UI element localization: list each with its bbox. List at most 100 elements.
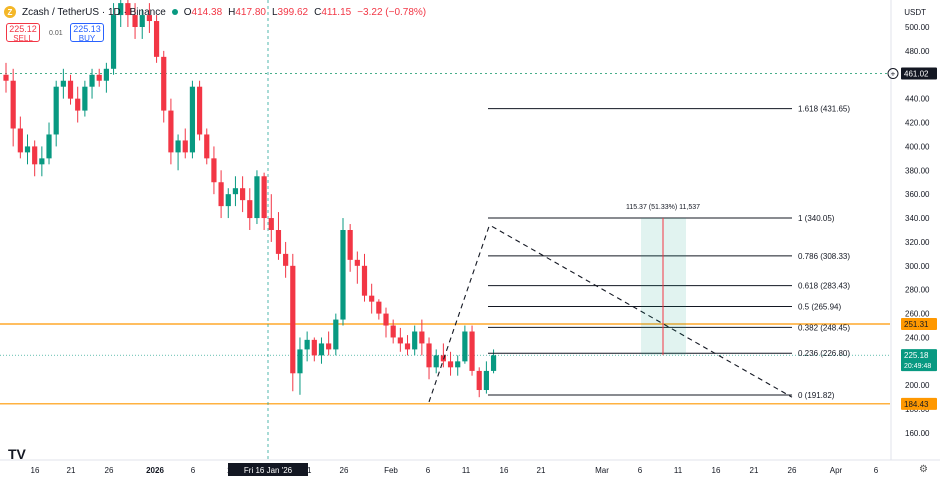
candle-body xyxy=(419,331,425,344)
candle-body xyxy=(204,134,210,159)
candle-body xyxy=(139,15,145,27)
sell-button[interactable]: 225.12 SELL xyxy=(6,23,40,43)
fib-level-label: 0.236 (226.80) xyxy=(798,349,850,358)
x-tick-label: 2026 xyxy=(146,466,164,475)
candle-body xyxy=(175,140,181,153)
price-tag-label: 225.18 xyxy=(904,351,929,360)
ohlc-close: C411.15 xyxy=(314,6,352,18)
candle-body xyxy=(196,86,203,135)
buy-button[interactable]: 225.13 BUY xyxy=(70,23,104,43)
zcash-logo-icon: Z xyxy=(4,6,16,18)
candle-body xyxy=(326,343,332,350)
price-tag-countdown: 20:49:48 xyxy=(904,363,931,370)
x-tick-label: Apr xyxy=(830,466,843,475)
candle-body xyxy=(490,355,497,371)
y-tick-label: 440.00 xyxy=(905,95,930,104)
candle-body xyxy=(39,158,45,165)
x-tick-label: 16 xyxy=(31,466,40,475)
candle-body xyxy=(24,146,31,153)
trend-lines[interactable] xyxy=(428,225,793,403)
candle-body xyxy=(89,74,95,87)
currency-label[interactable]: USDT xyxy=(904,8,926,17)
candle-body xyxy=(433,355,439,368)
candle-body xyxy=(32,146,38,165)
y-tick-label: 480.00 xyxy=(905,47,930,56)
x-tick-label: 16 xyxy=(712,466,721,475)
market-status-icon xyxy=(171,9,178,15)
candle-body xyxy=(318,343,325,356)
fib-level-label: 1.618 (431.65) xyxy=(798,105,850,114)
x-tick-label: 21 xyxy=(537,466,546,475)
x-tick-label: 21 xyxy=(303,466,312,475)
x-tick-label: 26 xyxy=(105,466,114,475)
fibonacci-extension[interactable]: 1.618 (431.65) 1 (340.05) 0.786 (308.33) 0.… xyxy=(488,105,850,400)
support-resistance-lines[interactable] xyxy=(0,73,890,405)
candle-body xyxy=(118,3,124,16)
candle-body xyxy=(110,15,117,69)
price-tag-box xyxy=(901,317,937,330)
candle-body xyxy=(354,259,360,266)
fib-level-label: 0 (191.82) xyxy=(798,391,835,400)
y-tick-label: 400.00 xyxy=(905,142,930,151)
settings-gear-icon[interactable]: ⚙ xyxy=(919,464,928,475)
y-tick-label: 200.00 xyxy=(905,381,930,390)
candle-body xyxy=(426,343,432,368)
candle-body xyxy=(361,265,368,296)
tradingview-logo-icon: TV xyxy=(8,446,26,462)
candle-body xyxy=(376,301,382,314)
candle-body xyxy=(304,339,310,350)
candle-body xyxy=(469,331,475,371)
candle-body xyxy=(390,325,396,338)
candle-body xyxy=(153,21,160,57)
price-change: −3.22 (−0.78%) xyxy=(357,6,427,18)
candle-body xyxy=(268,218,274,230)
candle-body xyxy=(53,86,59,135)
candle-body xyxy=(211,158,217,183)
candle-body xyxy=(60,80,66,87)
candle-body xyxy=(225,194,231,207)
candle-body xyxy=(247,200,253,219)
x-tick-label: Fri 16 Jan '26 xyxy=(244,466,293,475)
candle-body xyxy=(17,128,23,153)
candle-body xyxy=(132,15,138,27)
ohlc-low: L399.62 xyxy=(271,6,309,18)
candle-body xyxy=(125,3,131,16)
candle-body xyxy=(333,319,339,350)
candle-body xyxy=(290,265,296,374)
symbol-header: Z Zcash / TetherUS · 1D · Binance O414.3… xyxy=(4,6,426,18)
candle-body xyxy=(161,56,167,111)
ohlc-high: H417.80 xyxy=(228,6,266,18)
candle-body xyxy=(311,339,317,356)
add-alert-plus: + xyxy=(891,70,896,79)
y-tick-label: 280.00 xyxy=(905,286,930,295)
y-tick-label: 360.00 xyxy=(905,190,930,199)
x-tick-label: 6 xyxy=(638,466,643,475)
candle-body xyxy=(254,176,260,219)
x-tick-label: 26 xyxy=(788,466,797,475)
candle-body xyxy=(283,253,289,266)
time-axis[interactable]: 16 21 26 2026 6 11 Fri 16 Jan '26 21 26 Feb 6 11 16 2… xyxy=(0,459,940,476)
candle-body xyxy=(455,361,461,368)
symbol-title[interactable]: Zcash / TetherUS · 1D · Binance xyxy=(22,6,166,18)
candle-body xyxy=(168,110,174,153)
spread-value: 0.01 xyxy=(49,30,63,37)
add-alert-icon xyxy=(887,68,899,80)
price-tag-box xyxy=(901,349,937,372)
candle-body xyxy=(240,188,246,201)
candle-body xyxy=(483,370,489,391)
candle-body xyxy=(347,230,353,260)
candle-body xyxy=(10,80,16,129)
candle-body xyxy=(189,86,196,153)
impulse-trend-line xyxy=(428,226,490,403)
x-tick-label: 6 xyxy=(426,466,431,475)
price-range-measure[interactable]: 115.37 (51.33%) 11,537 xyxy=(626,204,700,356)
candle-body xyxy=(340,230,346,320)
candlestick-series xyxy=(3,0,497,398)
candle-body xyxy=(476,370,482,391)
y-tick-label: 340.00 xyxy=(905,214,930,223)
measure-label: 115.37 (51.33%) 11,537 xyxy=(626,204,700,211)
price-tags: 461.02 +251.31 225.18 20:49:48 184.43 xyxy=(887,67,937,410)
candle-body xyxy=(75,98,81,111)
y-tick-label: 420.00 xyxy=(905,119,930,128)
